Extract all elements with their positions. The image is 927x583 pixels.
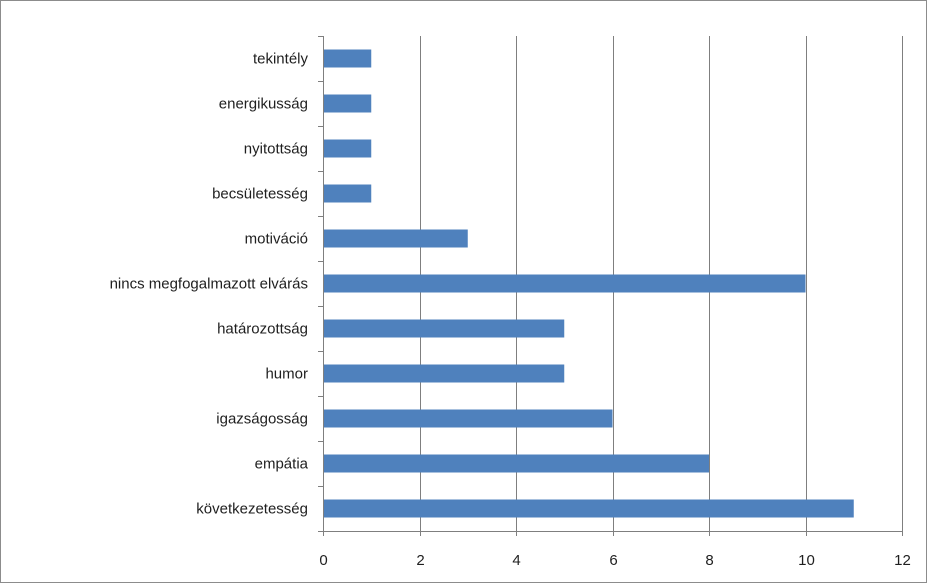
bar	[324, 49, 372, 68]
tick-labels: 0 2 4 6 8 10 12	[319, 552, 911, 569]
bar	[324, 499, 854, 518]
x-tick-label: 4	[512, 552, 520, 569]
category-label: tekintély	[253, 51, 309, 68]
x-tick-label: 2	[416, 552, 424, 569]
bar	[324, 184, 372, 203]
x-tick-label: 10	[798, 552, 815, 569]
category-label: empátia	[255, 456, 309, 473]
category-label: becsületesség	[212, 186, 308, 203]
category-label: motiváció	[245, 231, 308, 248]
bar	[324, 274, 806, 293]
category-label: igazságosság	[216, 411, 308, 428]
axes	[318, 36, 903, 536]
category-label: energikusság	[219, 96, 308, 113]
x-tick-label: 0	[319, 552, 327, 569]
bar	[324, 454, 709, 473]
bars	[324, 49, 854, 518]
bar	[324, 409, 613, 428]
x-tick-label: 12	[894, 552, 911, 569]
bar	[324, 319, 565, 338]
x-tick-label: 8	[705, 552, 713, 569]
category-label: nincs megfogalmazott elvárás	[110, 276, 308, 293]
category-labels: következetesség empátia igazságosság humor h…	[110, 51, 309, 518]
x-tick-label: 6	[609, 552, 617, 569]
category-label: nyitottság	[244, 141, 308, 158]
category-label: következetesség	[196, 501, 308, 518]
bar	[324, 139, 372, 158]
bar	[324, 94, 372, 113]
bar	[324, 364, 565, 383]
category-label: határozottság	[217, 321, 308, 338]
bar	[324, 229, 468, 248]
category-label: humor	[265, 366, 308, 383]
